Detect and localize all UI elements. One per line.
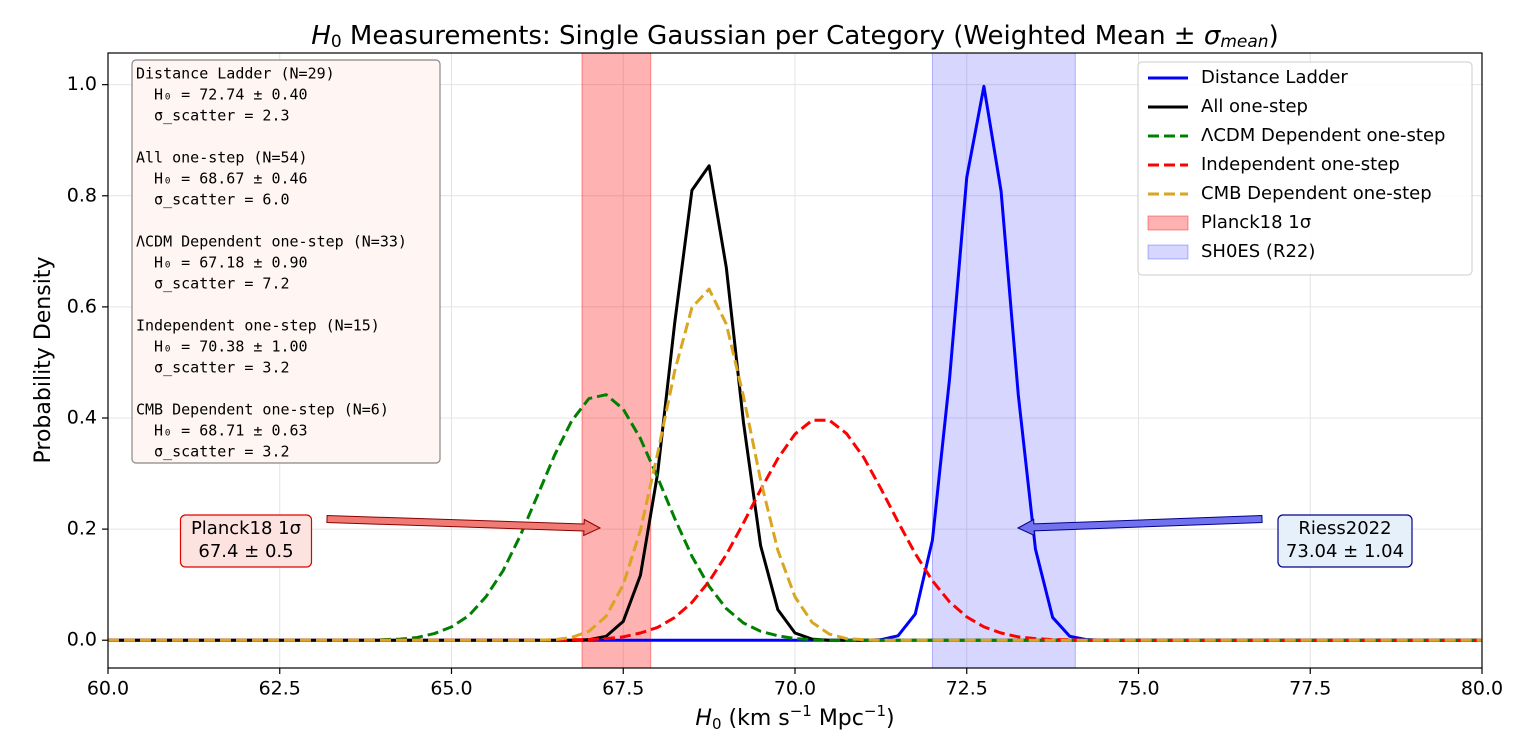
legend-label: CMB Dependent one-step [1201,183,1432,204]
chart-title: H0 Measurements: Single Gaussian per Cat… [311,21,1278,53]
legend-swatch [1147,215,1189,231]
title-part: H [311,21,331,51]
annotation-text: 67.4 ± 0.5 [198,541,293,562]
stats-box: Distance Ladder (N=29) H₀ = 72.74 ± 0.40… [131,59,441,464]
y-tick-label: 1.0 [67,73,97,95]
xlabel-part: H [695,706,712,731]
x-tick-label: 75.0 [1117,678,1159,700]
annotation-box [179,514,313,568]
annotation-arrow [1016,514,1263,537]
xlabel-part: 0 [712,715,722,733]
stats-line: H₀ = 67.18 ± 0.90 [136,254,308,272]
x-tick-label: 72.5 [946,678,988,700]
x-axis-label: H0 (km s−1 Mpc−1) [695,702,894,733]
curve [108,287,1482,642]
stats-line: σ_scatter = 7.2 [136,275,290,293]
band [581,52,652,669]
legend-swatch [1147,244,1189,260]
stats-line: σ_scatter = 2.3 [136,107,290,125]
xlabel-part: Mpc [812,706,864,731]
y-tick-label: 0.8 [67,184,97,206]
stats-line: σ_scatter = 6.0 [136,191,290,209]
stats-line: H₀ = 70.38 ± 1.00 [136,338,308,356]
x-tick-label: 80.0 [1461,678,1503,700]
y-tick-label: 0.4 [67,407,97,429]
stats-line: Independent one-step (N=15) [136,317,380,335]
stats-line: ΛCDM Dependent one-step (N=33) [136,233,407,251]
annotation-text: Planck18 1σ [191,518,301,539]
stats-line: σ_scatter = 3.2 [136,443,290,461]
y-tick-label: 0.2 [67,518,97,540]
x-tick-label: 67.5 [602,678,644,700]
legend-label: Distance Ladder [1201,67,1348,88]
legend-label: SH0ES (R22) [1201,241,1315,262]
legend-label: Independent one-step [1201,154,1400,175]
legend-label: Planck18 1σ [1201,212,1311,233]
xlabel-part: ) [886,706,895,731]
title-part: mean [1220,32,1268,52]
stats-line: H₀ = 68.67 ± 0.46 [136,170,308,188]
title-part: ) [1269,21,1279,51]
xlabel-part: −1 [864,702,886,720]
title-part: σ [1204,21,1222,51]
stats-line: CMB Dependent one-step (N=6) [136,401,389,419]
xlabel-part: −1 [790,702,812,720]
y-axis-label: Probability Density [31,257,56,464]
x-tick-label: 77.5 [1289,678,1331,700]
legend-box [1137,61,1473,276]
xlabel-part: (km s [722,706,790,731]
legend-label: ΛCDM Dependent one-step [1201,125,1445,146]
stats-line: Distance Ladder (N=29) [136,65,335,83]
annotation-box [1277,514,1413,568]
annotation-text: Riess2022 [1298,518,1391,539]
x-tick-label: 65.0 [430,678,472,700]
title-part: 0 [331,32,342,52]
x-tick-label: 60.0 [87,678,129,700]
stats-line: All one-step (N=54) [136,149,308,167]
y-tick-label: 0.6 [67,295,97,317]
stats-line: H₀ = 72.74 ± 0.40 [136,86,308,104]
title-part: Measurements: Single Gaussian per Catego… [342,21,1204,51]
annotation-arrow [326,514,602,537]
stats-box-bg [131,59,441,464]
stats-line: H₀ = 68.71 ± 0.63 [136,422,308,440]
x-tick-label: 70.0 [774,678,816,700]
band [931,52,1076,669]
legend-label: All one-step [1201,96,1308,117]
plot-frame [107,52,1483,669]
stats-line: σ_scatter = 3.2 [136,359,290,377]
y-tick-label: 0.0 [67,629,97,651]
x-tick-label: 62.5 [259,678,301,700]
annotation-text: 73.04 ± 1.04 [1286,541,1404,562]
